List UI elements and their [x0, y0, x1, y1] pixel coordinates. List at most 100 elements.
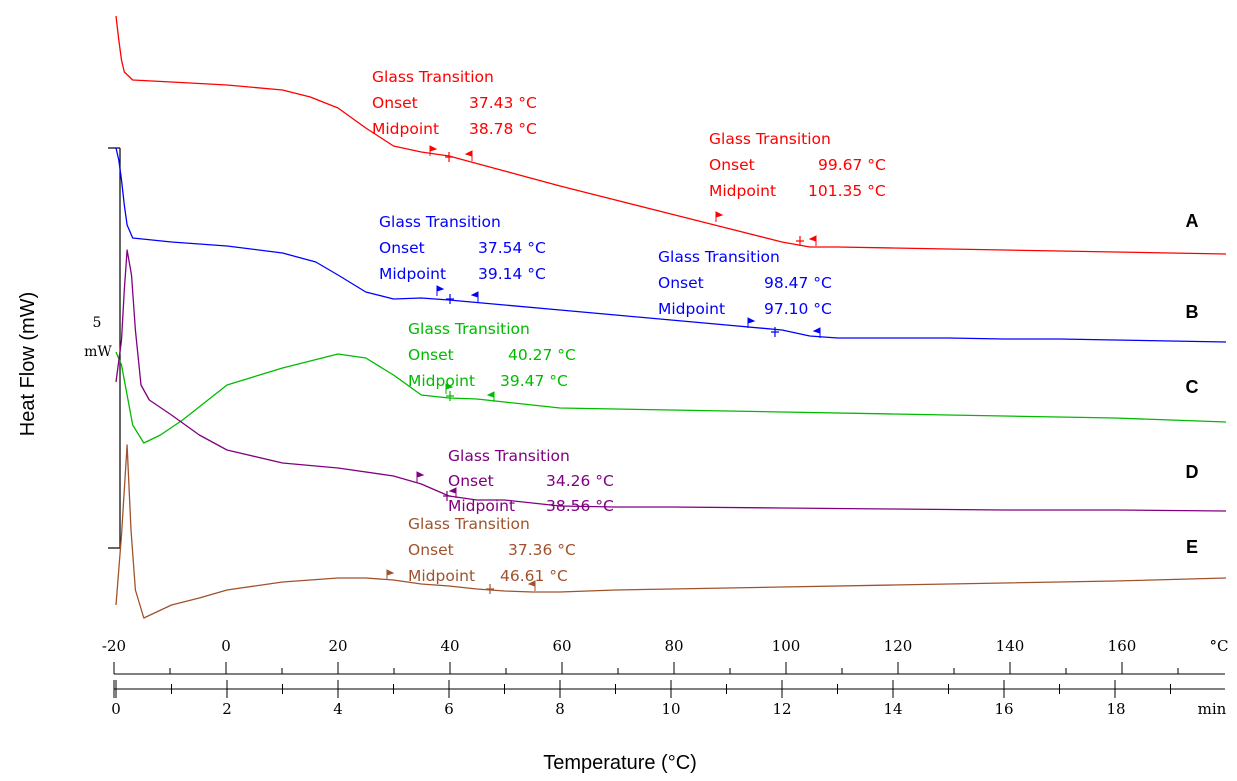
annotation-midpoint-label: Midpoint: [372, 120, 439, 138]
onset-marker: [747, 317, 756, 328]
annotation-a1: Glass Transition Onset 37.43 °C Midpoint…: [372, 68, 537, 138]
scale-bar-unit: mW: [84, 344, 112, 360]
time-tick-label: 14: [883, 700, 902, 718]
annotation-onset-label: Onset: [379, 239, 425, 257]
annotation-midpoint-label: Midpoint: [658, 300, 725, 318]
temperature-tick-label: 140: [996, 637, 1025, 655]
annotation-midpoint-value: 39.47 °C: [500, 372, 568, 390]
curve-label-e: E: [1186, 537, 1198, 557]
endset-marker: [464, 150, 473, 161]
temperature-tick-label: 120: [884, 637, 913, 655]
time-tick-label: 2: [222, 700, 232, 718]
annotation-onset-label: Onset: [408, 541, 454, 559]
annotation-midpoint-label: Midpoint: [408, 567, 475, 585]
annotation-b2: Glass Transition Onset 98.47 °C Midpoint…: [658, 248, 832, 318]
annotation-title: Glass Transition: [709, 130, 831, 148]
curve-e: [115, 444, 1227, 619]
annotation-a2: Glass Transition Onset 99.67 °C Midpoint…: [709, 130, 886, 200]
annotation-midpoint-value: 97.10 °C: [764, 300, 832, 318]
temperature-tick-label: 160: [1108, 637, 1137, 655]
curve-label-a: A: [1186, 211, 1199, 231]
onset-marker: [445, 383, 454, 394]
endset-marker: [470, 291, 479, 302]
midpoint-marker: [445, 152, 453, 162]
temperature-unit-label: °C: [1210, 637, 1229, 655]
temperature-tick-label: 20: [328, 637, 347, 655]
annotation-onset-value: 98.47 °C: [764, 274, 832, 292]
midpoint-marker: [771, 327, 779, 337]
midpoint-marker: [443, 491, 451, 501]
annotation-b1: Glass Transition Onset 37.54 °C Midpoint…: [379, 213, 546, 283]
annotation-e: Glass Transition Onset 37.36 °C Midpoint…: [408, 515, 576, 585]
temperature-tick-label: 80: [664, 637, 683, 655]
endset-marker: [448, 487, 457, 498]
annotation-midpoint-value: 39.14 °C: [478, 265, 546, 283]
time-tick-label: 4: [333, 700, 343, 718]
endset-marker: [808, 235, 817, 246]
curves: [115, 15, 1227, 619]
midpoint-marker: [446, 391, 454, 401]
annotation-onset-value: 99.67 °C: [818, 156, 886, 174]
curve-b: [115, 147, 1227, 343]
curve-label-c: C: [1186, 377, 1199, 397]
annotation-title: Glass Transition: [372, 68, 494, 86]
curve-c: [115, 351, 1227, 444]
midpoint-marker: [446, 294, 454, 304]
onset-marker: [386, 569, 395, 580]
annotation-onset-value: 40.27 °C: [508, 346, 576, 364]
curve-label-b: B: [1186, 302, 1199, 322]
endset-marker: [812, 327, 821, 338]
time-tick-label: 8: [555, 700, 565, 718]
temperature-tick-label: 0: [221, 637, 231, 655]
temperature-tick-label: -20: [102, 637, 126, 655]
temperature-tick-labels: -20 0 20 40 60 80 100 120 140 160 °C: [102, 637, 1229, 655]
midpoint-marker: [486, 584, 494, 594]
x-axis-title: Temperature (°C): [543, 752, 697, 774]
onset-marker: [436, 285, 445, 296]
onset-marker: [715, 211, 724, 222]
annotation-midpoint-label: Midpoint: [408, 372, 475, 390]
annotation-midpoint-label: Midpoint: [448, 497, 515, 515]
annotation-onset-label: Onset: [372, 94, 418, 112]
onset-marker: [429, 145, 438, 156]
time-tick-label: 12: [772, 700, 791, 718]
temperature-tick-label: 60: [552, 637, 571, 655]
annotation-onset-value: 37.54 °C: [478, 239, 546, 257]
time-tick-label: 16: [994, 700, 1013, 718]
annotation-onset-label: Onset: [448, 472, 494, 490]
annotation-title: Glass Transition: [379, 213, 501, 231]
time-tick-label: 6: [444, 700, 454, 718]
annotation-midpoint-value: 38.78 °C: [469, 120, 537, 138]
axis-tick-marks: [113, 662, 1179, 698]
curve-d: [115, 249, 1227, 512]
temperature-tick-label: 40: [440, 637, 459, 655]
scale-bar-value: 5: [93, 315, 102, 331]
annotation-midpoint-value: 38.56 °C: [546, 497, 614, 515]
y-axis-title: Heat Flow (mW): [17, 292, 39, 436]
annotation-onset-label: Onset: [709, 156, 755, 174]
annotation-title: Glass Transition: [658, 248, 780, 266]
annotation-midpoint-value: 46.61 °C: [500, 567, 568, 585]
midpoint-marker: [796, 236, 804, 246]
annotation-onset-value: 37.36 °C: [508, 541, 576, 559]
time-tick-label: 10: [661, 700, 680, 718]
annotation-midpoint-label: Midpoint: [709, 182, 776, 200]
annotation-title: Glass Transition: [448, 447, 570, 465]
endset-marker: [486, 391, 495, 402]
annotation-midpoint-label: Midpoint: [379, 265, 446, 283]
time-unit-label: min: [1198, 700, 1227, 718]
annotation-title: Glass Transition: [408, 515, 530, 533]
annotation-onset-value: 37.43 °C: [469, 94, 537, 112]
curve-a: [115, 15, 1227, 255]
time-tick-label: 0: [111, 700, 121, 718]
annotation-midpoint-value: 101.35 °C: [808, 182, 886, 200]
annotation-c: Glass Transition Onset 40.27 °C Midpoint…: [408, 320, 576, 390]
curve-label-d: D: [1186, 462, 1199, 482]
annotation-title: Glass Transition: [408, 320, 530, 338]
annotation-d: Glass Transition Onset 34.26 °C Midpoint…: [448, 447, 614, 515]
annotation-onset-label: Onset: [658, 274, 704, 292]
annotation-onset-label: Onset: [408, 346, 454, 364]
annotation-onset-value: 34.26 °C: [546, 472, 614, 490]
